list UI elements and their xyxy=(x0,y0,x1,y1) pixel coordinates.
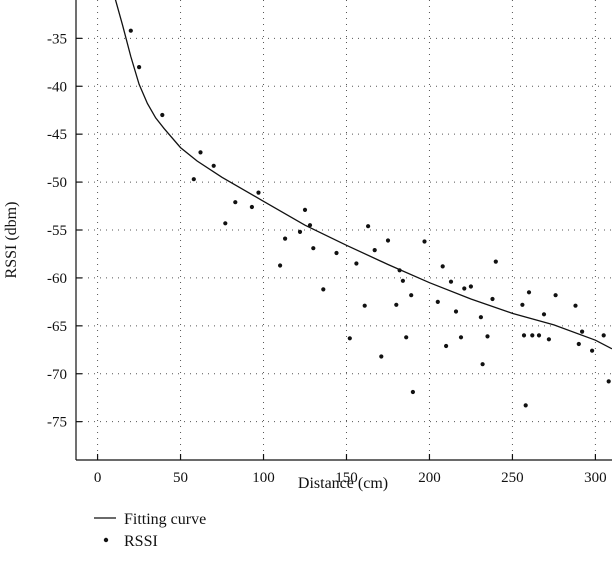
series-layer xyxy=(114,0,612,408)
rssi-point xyxy=(256,190,261,195)
rssi-point xyxy=(385,238,391,243)
y-tick-label: -75 xyxy=(47,415,67,431)
rssi-point xyxy=(191,177,196,182)
rssi-point xyxy=(379,354,384,359)
rssi-point xyxy=(480,362,485,367)
y-tick-label: -70 xyxy=(47,367,67,383)
rssi-point xyxy=(362,303,367,308)
rssi-point xyxy=(404,335,409,340)
rssi-point xyxy=(307,223,313,228)
rssi-point xyxy=(409,293,414,298)
rssi-point xyxy=(249,204,254,210)
rssi-point xyxy=(490,296,495,302)
x-tick-label: 50 xyxy=(173,470,188,486)
rssi-point xyxy=(297,229,303,234)
legend-rssi-swatch xyxy=(103,537,109,543)
rssi-point xyxy=(590,348,595,353)
rssi-point xyxy=(573,303,578,308)
y-tick-label: -60 xyxy=(47,271,67,287)
y-tick-label: -55 xyxy=(47,223,67,239)
x-ticks: 0 50 100 150 200 250 300 xyxy=(94,454,607,486)
y-tick-label: -35 xyxy=(47,31,67,47)
rssi-point xyxy=(137,65,142,70)
grid-lines xyxy=(76,0,612,460)
rssi-point xyxy=(521,333,527,338)
rssi-point xyxy=(523,403,528,408)
rssi-point xyxy=(128,28,133,33)
y-tick-label: -65 xyxy=(47,319,67,335)
rssi-point xyxy=(453,309,459,314)
rssi-point xyxy=(233,200,238,205)
rssi-point xyxy=(223,221,228,226)
rssi-point xyxy=(334,250,339,256)
rssi-point xyxy=(493,259,498,264)
x-tick-label: 300 xyxy=(584,470,607,486)
rssi-point xyxy=(580,329,585,334)
rssi-point xyxy=(606,379,611,384)
rssi-point xyxy=(211,163,216,168)
rssi-point xyxy=(354,261,359,266)
y-tick-label: -45 xyxy=(47,127,67,143)
rssi-point xyxy=(198,150,203,155)
y-axis-title: RSSI (dbm) xyxy=(3,202,20,279)
rssi-point xyxy=(372,248,377,253)
rssi-point xyxy=(485,334,490,339)
y-tick-label: -40 xyxy=(47,79,67,95)
rssi-point xyxy=(410,389,415,395)
x-tick-label: 150 xyxy=(335,470,358,486)
x-tick-label: 0 xyxy=(94,470,102,486)
rssi-point xyxy=(397,268,402,273)
rssi-point xyxy=(546,337,552,342)
y-ticks: -35 -40 -45 -50 -55 -60 -65 -70 -75 xyxy=(47,31,82,431)
legend: Fitting curve RSSI xyxy=(94,511,206,550)
rssi-point xyxy=(576,341,581,347)
rssi-point xyxy=(278,263,283,268)
fitting-curve-line xyxy=(114,0,612,350)
rssi-point xyxy=(366,224,371,229)
rssi-point xyxy=(347,336,352,341)
rssi-point xyxy=(536,333,542,338)
rssi-point xyxy=(311,246,316,251)
rssi-point xyxy=(530,333,535,338)
rssi-point xyxy=(541,312,547,317)
legend-rssi-label: RSSI xyxy=(124,533,158,550)
rssi-point xyxy=(435,299,440,304)
rssi-point xyxy=(448,279,454,284)
rssi-point xyxy=(601,333,606,338)
rssi-point xyxy=(394,302,399,307)
x-axis-title: Distance (cm) xyxy=(298,475,388,492)
x-tick-label: 250 xyxy=(501,470,524,486)
rssi-point xyxy=(526,290,532,295)
x-tick-label: 200 xyxy=(418,470,441,486)
rssi-point xyxy=(520,302,525,307)
rssi-point xyxy=(283,236,288,241)
rssi-point xyxy=(553,293,558,298)
rssi-point xyxy=(302,207,308,212)
legend-fitting-curve-label: Fitting curve xyxy=(124,511,206,528)
axes xyxy=(75,0,612,461)
rssi-point xyxy=(400,278,405,283)
rssi-point xyxy=(422,239,427,244)
y-tick-label: -50 xyxy=(47,175,67,191)
rssi-point xyxy=(440,264,445,269)
rssi-point xyxy=(478,315,483,320)
rssi-point xyxy=(468,284,473,289)
x-tick-label: 100 xyxy=(252,470,275,486)
rssi-point xyxy=(444,343,449,349)
rssi-point xyxy=(462,286,467,291)
rssi-point xyxy=(321,287,326,292)
rssi-point xyxy=(458,335,464,340)
rssi-point xyxy=(160,112,165,118)
